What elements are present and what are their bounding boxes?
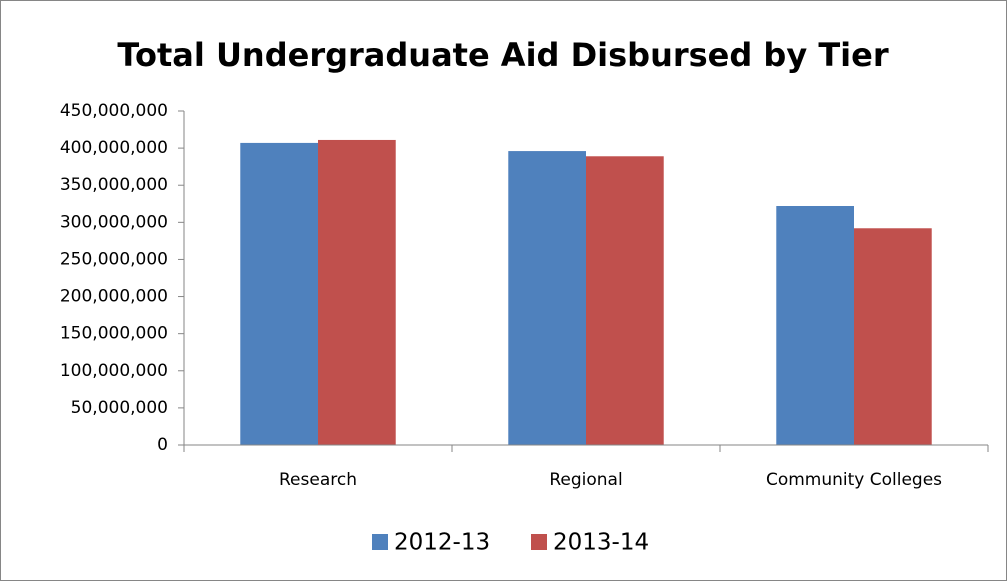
y-tick-label: 0 xyxy=(157,435,168,455)
chart-title: Total Undergraduate Aid Disbursed by Tie… xyxy=(117,36,888,74)
legend-swatch xyxy=(372,534,388,550)
x-tick-label: Regional xyxy=(549,470,622,490)
bar xyxy=(586,156,664,445)
bar xyxy=(776,206,854,445)
bar xyxy=(318,139,396,446)
bar xyxy=(508,151,586,445)
legend-label: 2012-13 xyxy=(394,530,490,556)
y-tick-label: 50,000,000 xyxy=(71,398,168,418)
y-tick-label: 150,000,000 xyxy=(60,324,168,344)
x-tick-label: Community Colleges xyxy=(766,470,942,490)
y-tick-label: 300,000,000 xyxy=(60,212,168,232)
y-tick-label: 450,000,000 xyxy=(60,101,168,121)
y-tick-label: 400,000,000 xyxy=(60,138,168,158)
y-tick-label: 350,000,000 xyxy=(60,175,168,195)
y-tick-label: 200,000,000 xyxy=(60,287,168,307)
bar xyxy=(240,142,318,445)
y-tick-label: 250,000,000 xyxy=(60,249,168,269)
x-tick-label: Research xyxy=(279,470,357,490)
legend-swatch xyxy=(531,534,547,550)
legend-label: 2013-14 xyxy=(553,530,649,556)
y-tick-label: 100,000,000 xyxy=(60,361,168,381)
bar xyxy=(854,228,932,445)
